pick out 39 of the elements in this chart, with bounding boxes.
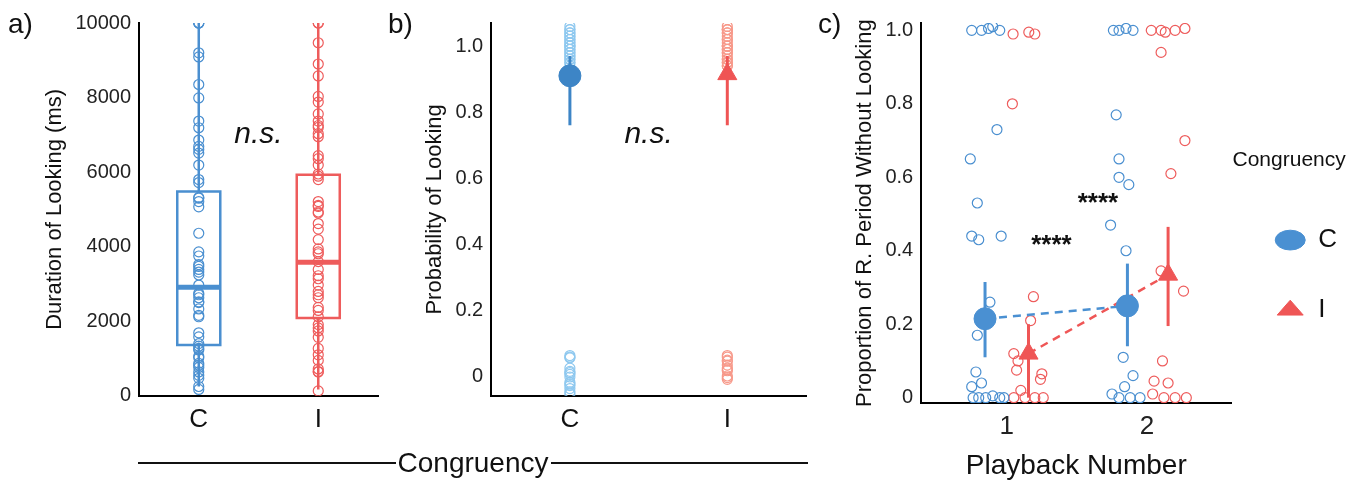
x-tick-label: 2: [1139, 409, 1155, 440]
y-axis-title: Proportion of R. Period Without Looking: [851, 19, 877, 407]
y-tick-label: 0.8: [455, 99, 484, 122]
y-tick-label: 0: [902, 385, 914, 408]
annotation: ****: [1031, 228, 1073, 259]
x-tick-label: 1: [999, 409, 1015, 440]
legend-title: Congruency: [1232, 147, 1347, 171]
y-axis-title: Duration of Looking (ms): [41, 88, 67, 330]
legend-label: I: [1318, 293, 1326, 324]
y-tick-label: 0.8: [885, 91, 914, 114]
annotation: n.s.: [234, 116, 283, 150]
chart-title: c): [818, 8, 842, 40]
x-axis-title: Playback Number: [965, 448, 1187, 480]
chart-title: b): [388, 8, 413, 40]
y-tick-label: 6000: [86, 159, 132, 182]
y-tick-label: 0.4: [885, 238, 914, 261]
annotation: n.s.: [624, 116, 673, 150]
y-tick-label: 8000: [86, 85, 132, 108]
y-tick-label: 0.2: [455, 297, 484, 320]
y-tick-label: 0: [119, 383, 132, 406]
y-tick-label: 0.4: [455, 231, 484, 254]
x-tick-label: C: [189, 402, 209, 433]
y-tick-label: 10000: [75, 10, 132, 33]
legend-label: C: [1318, 223, 1337, 254]
y-axis-title: Probability of Looking: [421, 104, 447, 315]
x-tick-label: I: [723, 402, 731, 433]
y-tick-label: 1.0: [455, 33, 484, 56]
chart-title: a): [8, 8, 33, 40]
y-tick-label: 0.6: [455, 165, 484, 188]
y-tick-label: 4000: [86, 234, 132, 257]
x-tick-label: C: [560, 402, 580, 433]
x-axis-title: Congruency: [396, 446, 550, 479]
y-tick-label: 0: [472, 363, 484, 386]
y-tick-label: 1.0: [885, 17, 914, 40]
y-tick-label: 2000: [86, 308, 132, 331]
x-tick-label: I: [314, 402, 322, 433]
annotation: ****: [1077, 187, 1120, 218]
y-tick-label: 0.2: [885, 311, 914, 334]
y-tick-label: 0.6: [885, 164, 914, 187]
